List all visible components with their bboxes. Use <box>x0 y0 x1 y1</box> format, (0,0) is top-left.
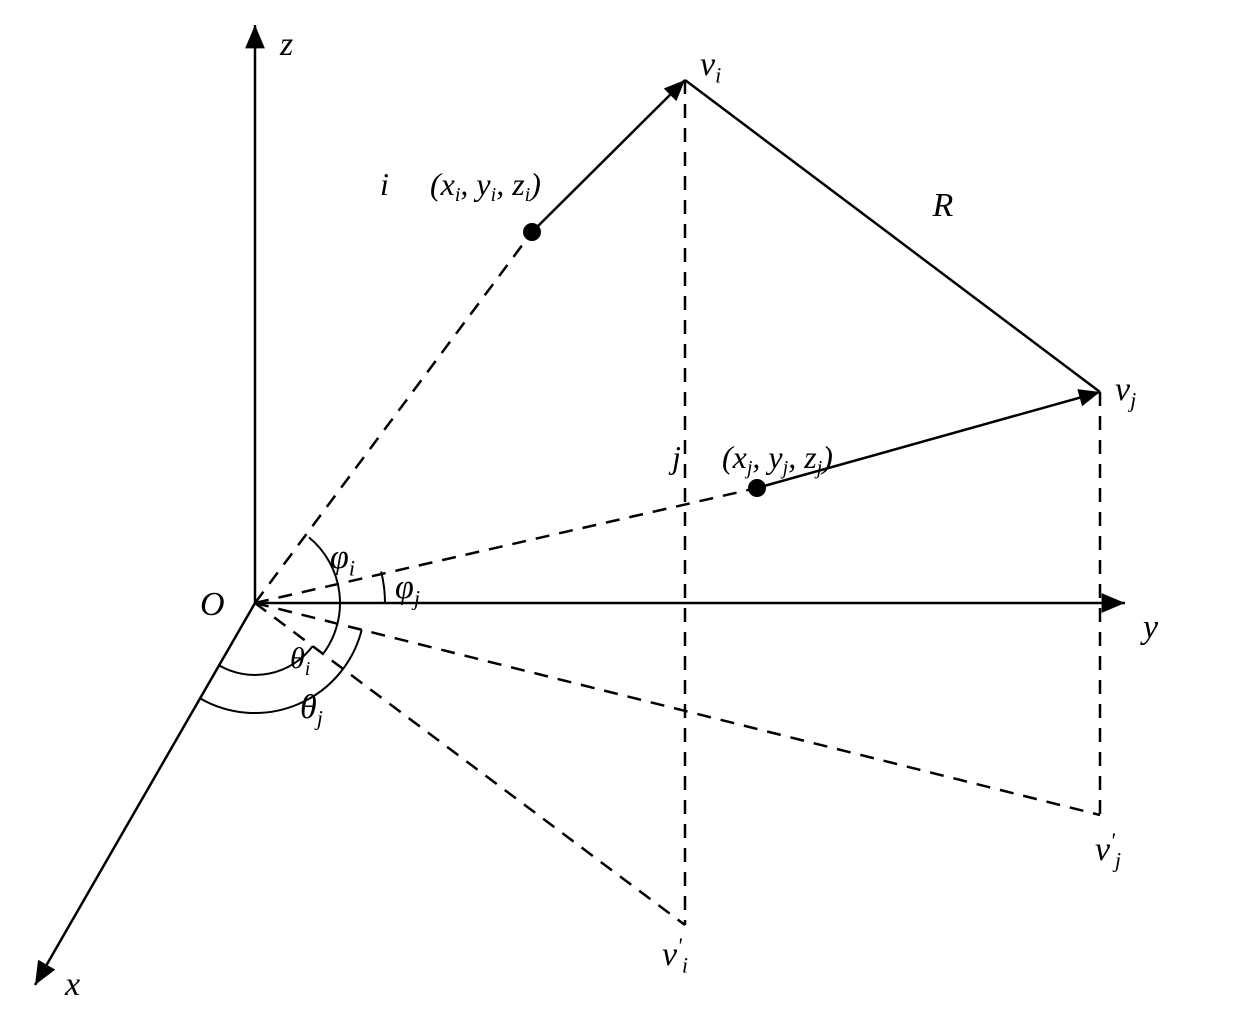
svg-text:v'j: v'j <box>1095 828 1121 873</box>
svg-text:φj: φj <box>395 569 420 611</box>
svg-text:vj: vj <box>1115 371 1136 413</box>
svg-text:v'i: v'i <box>662 933 688 978</box>
svg-text:x: x <box>64 966 80 1003</box>
svg-text:(xj, yj, zj): (xj, yj, zj) <box>722 439 833 479</box>
svg-text:vi: vi <box>700 46 721 88</box>
svg-text:R: R <box>932 187 954 224</box>
svg-text:(xi, yi, zi): (xi, yi, zi) <box>430 166 541 206</box>
coordinate-diagram: z y x Ovi vj v'i v'j i (xi, yi, zi) j (xj, yj, zj)… <box>0 0 1240 1032</box>
svg-text:j: j <box>668 439 681 475</box>
svg-text:θi: θi <box>290 642 310 680</box>
svg-text:z: z <box>279 26 293 63</box>
svg-text:O: O <box>200 586 225 623</box>
svg-text:i: i <box>380 166 389 202</box>
svg-text:y: y <box>1140 609 1159 646</box>
svg-text:φi: φi <box>330 539 355 581</box>
svg-text:θj: θj <box>300 689 323 731</box>
